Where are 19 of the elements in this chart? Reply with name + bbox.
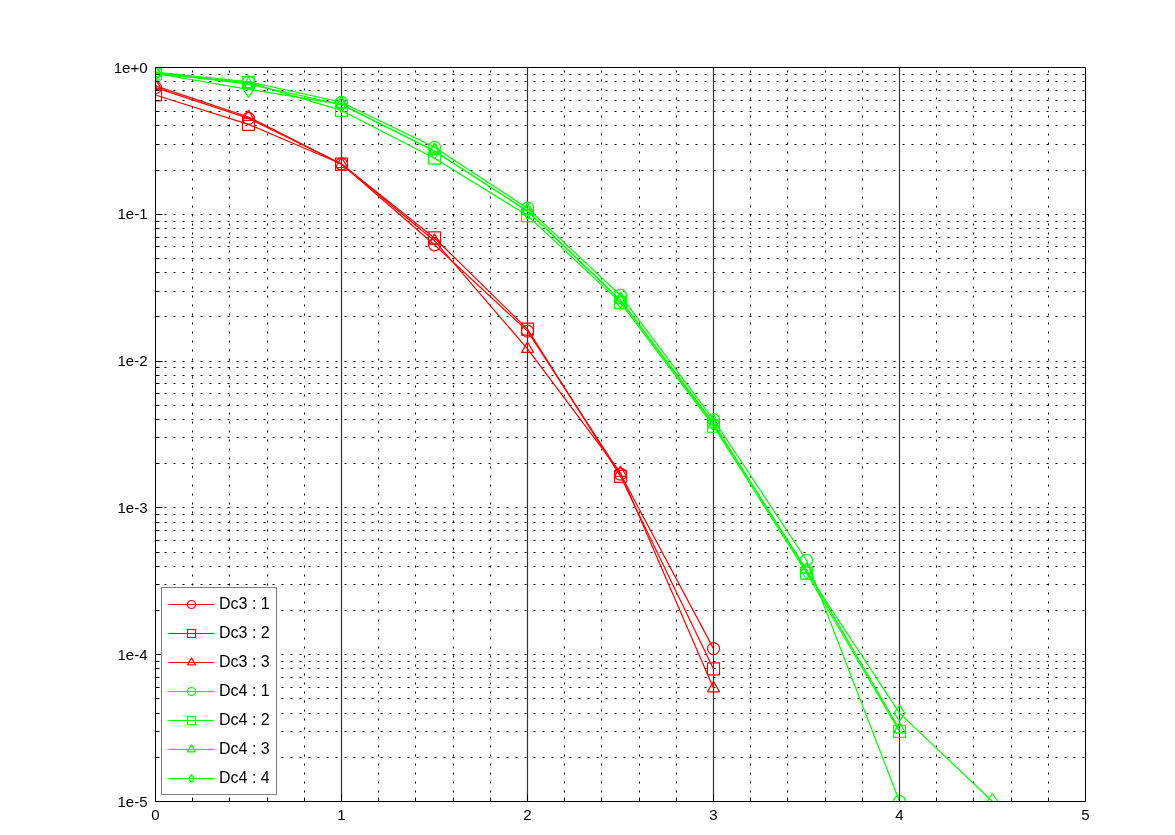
legend-label: Dc3 : 2 [219,623,270,643]
x-tick-label: 2 [523,805,532,823]
y-tick-label: 1e-3 [117,498,148,516]
legend-label: Dc3 : 1 [219,594,270,614]
legend-label: Dc4 : 4 [219,768,270,788]
legend-label: Dc4 : 3 [219,739,270,759]
x-tick-label: 3 [709,805,718,823]
x-tick-label: 1 [337,805,346,823]
y-tick-label: 1e-2 [117,352,148,370]
legend-label: Dc3 : 3 [219,652,270,672]
y-tick-label: 1e-5 [117,792,148,810]
y-tick-label: 1e+0 [113,58,148,76]
legend-label: Dc4 : 2 [219,710,270,730]
y-tick-label: 1e-1 [117,205,148,223]
legend-label: Dc4 : 1 [219,681,270,701]
x-tick-label: 5 [1081,805,1090,823]
x-tick-label: 0 [151,805,160,823]
x-tick-label: 4 [895,805,904,823]
y-tick-label: 1e-4 [117,645,148,663]
